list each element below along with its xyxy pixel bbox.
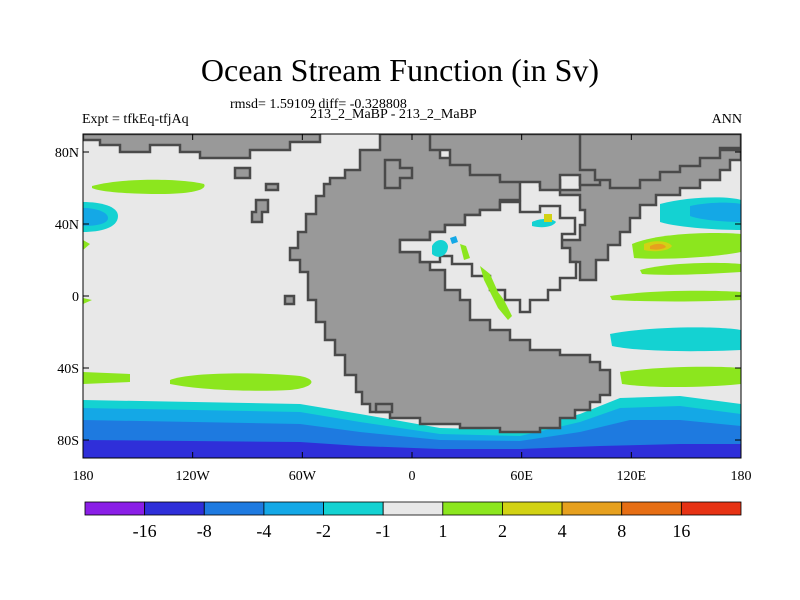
experiment-label: Expt = tfkEq-tfjAq bbox=[82, 112, 189, 127]
colorbar-label: 4 bbox=[558, 521, 567, 541]
inland-sea bbox=[398, 200, 578, 314]
comparison-label: 213_2_MaBP - 213_2_MaBP bbox=[310, 107, 477, 122]
island-northwest-1 bbox=[233, 166, 252, 180]
anomaly-north-east-green bbox=[640, 262, 741, 275]
x-tick-label: 180 bbox=[73, 469, 94, 484]
island-tropical bbox=[283, 294, 296, 306]
anomaly-south-west bbox=[83, 372, 130, 384]
axis-ticks: 180 120W 60W 0 60E 120E 180 80N 40N 0 40S 80S bbox=[55, 134, 752, 484]
landmass-northeast-ridge bbox=[578, 134, 741, 190]
x-tick-label: 60E bbox=[510, 469, 533, 484]
colorbar-label: -4 bbox=[256, 521, 271, 541]
landmass-north-arctic bbox=[83, 134, 322, 160]
island-south bbox=[374, 402, 394, 414]
colorbar-swatch bbox=[502, 501, 563, 516]
x-tick-label: 120E bbox=[617, 469, 647, 484]
anomaly-north-pacific-green bbox=[92, 179, 205, 194]
anomaly-north-atlantic-blue bbox=[690, 202, 741, 222]
anomaly-equator-east bbox=[610, 290, 741, 302]
stats-label: rmsd= 1.59109 diff= -0.328808 bbox=[230, 97, 407, 112]
colorbar: -16 -8 -4 -2 -1 1 2 4 8 16 bbox=[84, 501, 742, 541]
colorbar-label: 1 bbox=[438, 521, 447, 541]
anomaly-north-atlantic-green bbox=[632, 233, 741, 259]
x-tick-label: 120W bbox=[176, 469, 211, 484]
y-tick-label: 80N bbox=[55, 146, 79, 161]
inland-anomaly-green-1 bbox=[460, 244, 470, 260]
y-tick-label: 40N bbox=[55, 218, 79, 233]
inland-anomaly-green-2 bbox=[480, 266, 512, 320]
anomaly-equator-west bbox=[83, 298, 92, 304]
island-northwest-3 bbox=[250, 198, 270, 224]
colorbar-label: -16 bbox=[133, 521, 157, 541]
colorbar-swatch bbox=[144, 501, 205, 516]
colorbar-swatch bbox=[680, 501, 742, 516]
anomaly-north-atlantic-orange bbox=[650, 243, 666, 250]
colorbar-swatch bbox=[442, 501, 503, 516]
y-tick-label: 40S bbox=[57, 362, 79, 377]
colorbar-label: -8 bbox=[197, 521, 212, 541]
colorbar-label: 2 bbox=[498, 521, 507, 541]
y-tick-label: 0 bbox=[72, 290, 79, 305]
colorbar-swatch bbox=[561, 501, 623, 516]
colorbar-swatch bbox=[263, 501, 324, 516]
inland-anomaly-cyan-west bbox=[432, 240, 448, 257]
anomaly-indian-cyan bbox=[610, 327, 741, 352]
x-tick-label: 0 bbox=[409, 469, 416, 484]
anomaly-north-west-green bbox=[83, 240, 90, 250]
colorbar-swatch bbox=[621, 501, 682, 516]
x-tick-label: 180 bbox=[731, 469, 752, 484]
period-label: ANN bbox=[711, 112, 742, 127]
colorbar-swatch bbox=[382, 501, 444, 516]
island-northwest-2 bbox=[264, 182, 280, 192]
inland-anomaly-yellow-north bbox=[544, 214, 552, 222]
colorbar-swatch bbox=[323, 501, 384, 516]
inland-anomaly-blue-west bbox=[450, 236, 458, 244]
y-tick-label: 80S bbox=[57, 434, 79, 449]
southern-ocean-band-deep bbox=[83, 440, 741, 458]
colorbar-label: 16 bbox=[672, 521, 690, 541]
colorbar-label: -1 bbox=[376, 521, 391, 541]
colorbar-swatch bbox=[203, 501, 265, 516]
anomaly-south-pacific bbox=[170, 373, 312, 391]
colorbar-swatch bbox=[84, 501, 146, 516]
x-tick-label: 60W bbox=[289, 469, 317, 484]
colorbar-label: -2 bbox=[316, 521, 331, 541]
anomaly-south-indian bbox=[620, 366, 741, 387]
colorbar-label: 8 bbox=[617, 521, 626, 541]
anomaly-north-pacific-blue bbox=[83, 208, 108, 226]
island-greenland bbox=[383, 158, 414, 190]
map-title: Ocean Stream Function (in Sv) bbox=[200, 52, 600, 88]
